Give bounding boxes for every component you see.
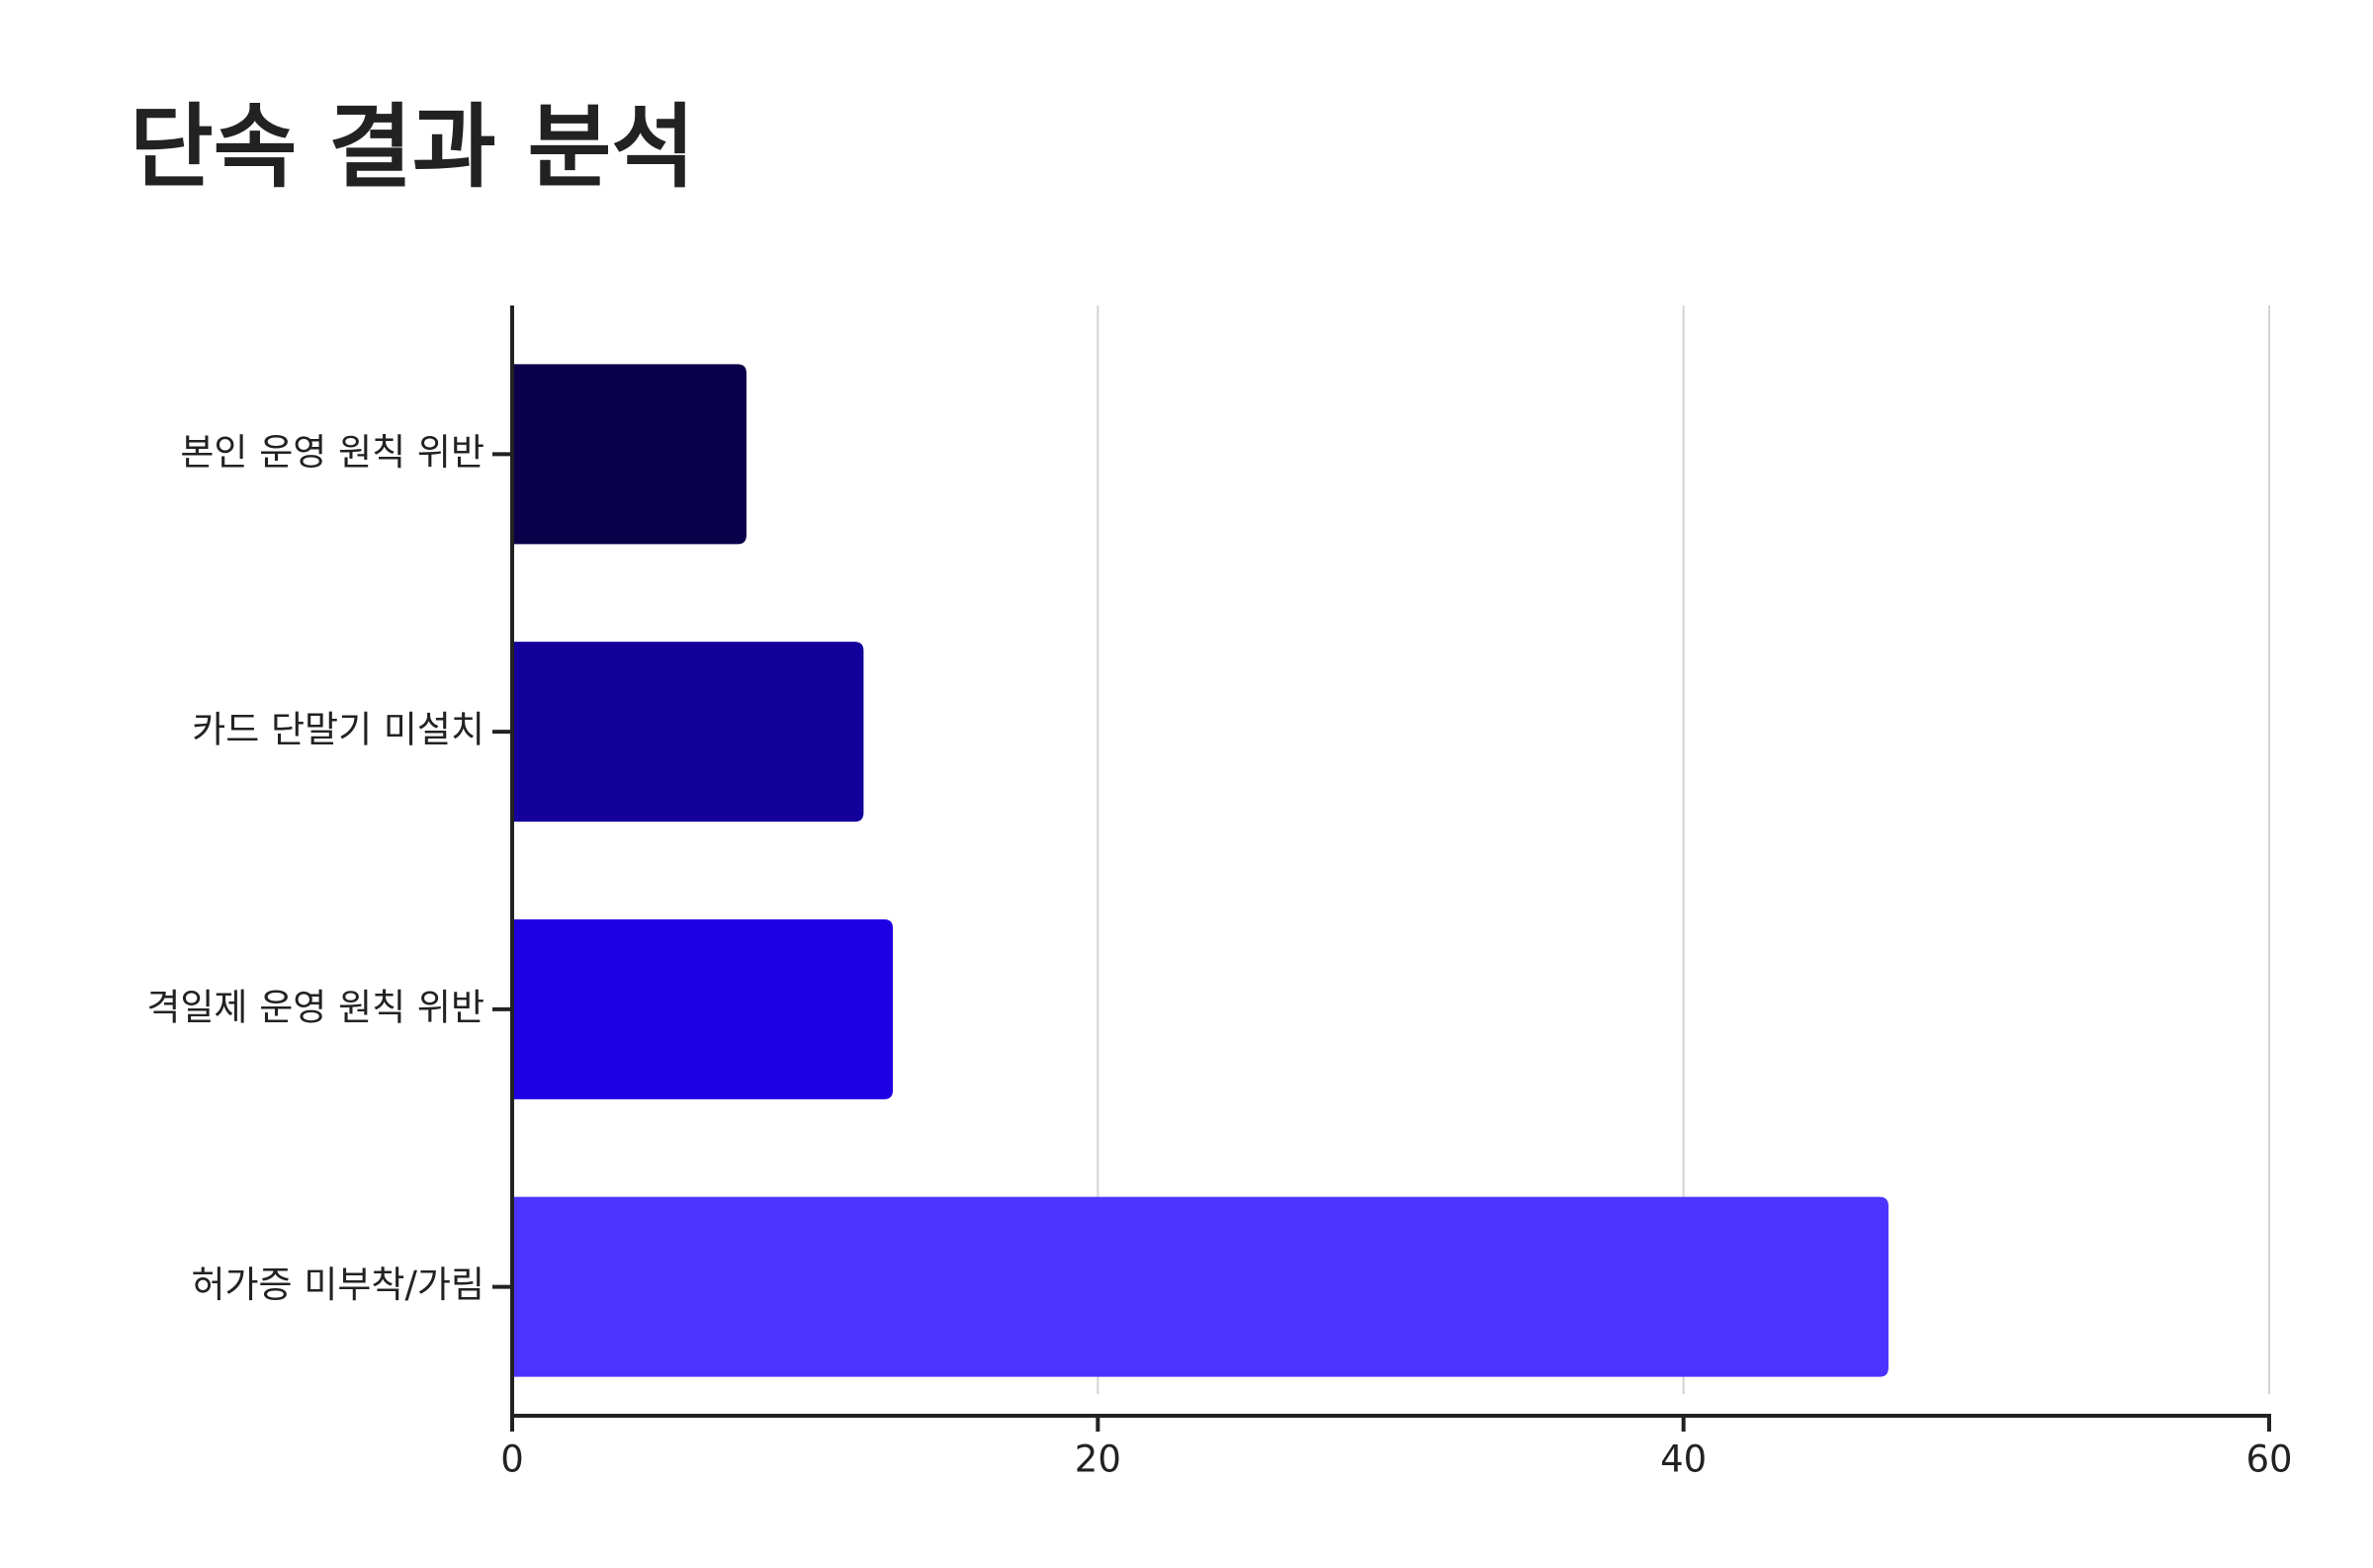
bar <box>512 642 864 823</box>
bar <box>512 1196 1889 1377</box>
bar <box>512 918 894 1099</box>
chart-title: 단속 결과 분석 <box>130 94 695 200</box>
x-tick-label: 0 <box>500 1438 524 1481</box>
y-tick-label: 카드 단말기 미설치 <box>192 709 484 751</box>
x-tick-label: 20 <box>1075 1438 1121 1481</box>
y-tick-label: 허가증 미부착/가림 <box>191 1263 484 1306</box>
bar <box>512 364 747 545</box>
x-tick-label: 60 <box>2245 1438 2292 1481</box>
x-tick-label: 40 <box>1660 1438 1707 1481</box>
y-tick-label: 격일제 운영 원칙 위반 <box>146 986 484 1028</box>
y-tick-label: 본인 운영 원칙 위반 <box>180 431 484 474</box>
